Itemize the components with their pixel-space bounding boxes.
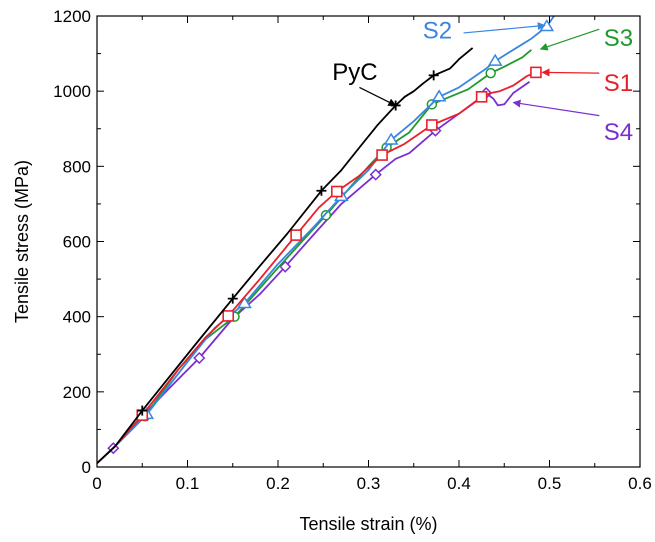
series-label-s2: S2 — [423, 18, 452, 45]
x-tick-label: 0 — [92, 474, 101, 493]
data-point-s2 — [383, 132, 399, 145]
series-s1 — [97, 66, 542, 464]
series-label-s3: S3 — [604, 25, 633, 52]
x-axis-title: Tensile strain (%) — [299, 514, 437, 534]
y-tick-label: 800 — [63, 157, 91, 176]
y-tick-label: 200 — [63, 383, 91, 402]
series-line-s1 — [97, 71, 537, 464]
annotation-arrow-s3 — [539, 28, 600, 51]
data-point-s3 — [320, 209, 332, 221]
x-tick-label: 0.5 — [538, 474, 562, 493]
data-point-s2 — [487, 53, 503, 66]
data-point-pyc — [137, 405, 148, 416]
annotation-arrow-s2 — [463, 22, 546, 34]
y-tick-label: 400 — [63, 308, 91, 327]
data-point-s4 — [279, 260, 292, 273]
x-tick-label: 0.6 — [628, 474, 652, 493]
series-line-s4 — [97, 81, 531, 464]
annotation-arrow-s1 — [541, 68, 600, 77]
data-point-s1 — [475, 91, 488, 103]
x-tick-label: 0.4 — [447, 474, 471, 493]
annotation-s2: S2 — [423, 18, 546, 45]
data-point-s1 — [426, 119, 438, 131]
y-tick-label: 1000 — [53, 82, 91, 101]
axes: 0 0.1 0.2 0.3 0.4 0.5 0.6 0 200 400 600 800 1000 1200 — [53, 7, 652, 493]
series-line-s3 — [97, 49, 532, 464]
series-label-s4: S4 — [604, 119, 633, 146]
annotation-s3: S3 — [539, 25, 633, 52]
series-s3 — [97, 49, 532, 464]
data-point-s1 — [530, 66, 542, 79]
data-point-pyc — [227, 293, 238, 304]
data-point-s2 — [237, 296, 252, 309]
series-annotations: PyC S2 S3 S1 S4 — [332, 18, 633, 146]
series-label-s1: S1 — [604, 70, 633, 97]
series-s2 — [97, 16, 555, 464]
data-point-s1 — [376, 149, 388, 161]
data-point-s1 — [290, 229, 302, 241]
data-point-s1 — [331, 185, 343, 198]
x-tick-label: 0.3 — [357, 474, 381, 493]
annotation-pyc: PyC — [332, 59, 397, 106]
data-point-s2 — [431, 89, 447, 102]
series-line-pyc — [97, 47, 474, 464]
data-point-s4 — [193, 351, 206, 365]
annotation-arrow-pyc — [359, 86, 397, 106]
annotation-s1: S1 — [541, 68, 633, 97]
y-tick-label: 1200 — [53, 7, 91, 26]
data-point-s4 — [369, 168, 382, 181]
annotation-arrow-s4 — [512, 99, 600, 117]
y-tick-label: 600 — [63, 233, 91, 252]
data-point-s3 — [485, 67, 496, 79]
annotation-s4: S4 — [512, 99, 633, 146]
x-tick-label: 0.2 — [266, 474, 290, 493]
series-s4 — [97, 81, 531, 464]
series-label-pyc: PyC — [332, 59, 377, 86]
data-point-pyc — [428, 70, 439, 81]
y-tick-label: 0 — [82, 458, 91, 477]
data-point-pyc — [316, 185, 327, 196]
x-tick-label: 0.1 — [176, 474, 200, 493]
series-line-s2 — [97, 16, 555, 464]
y-axis-title: Tensile stress (MPa) — [12, 160, 32, 323]
data-point-s1 — [222, 310, 235, 322]
plot-area — [97, 16, 555, 464]
